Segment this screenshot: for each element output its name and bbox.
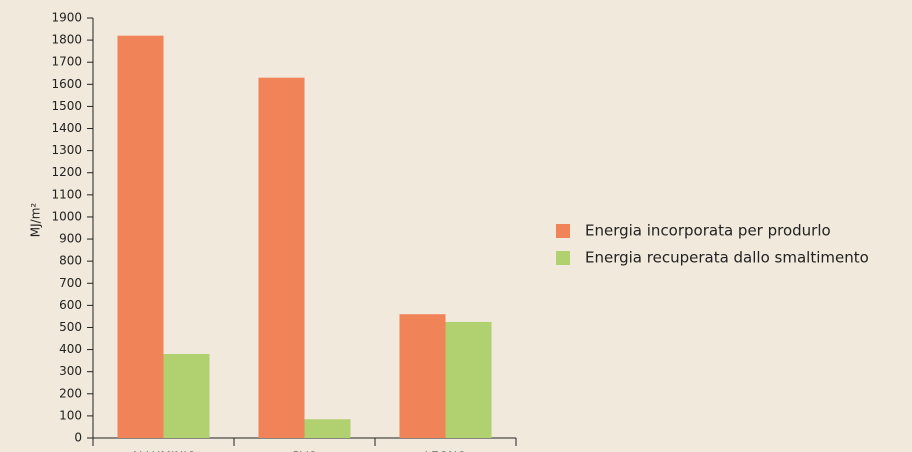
bar (117, 35, 164, 439)
y-tick-label: 1400 (51, 121, 82, 135)
x-tick-label: ALLUMINIO (131, 450, 197, 452)
legend-label: Energia recuperata dallo smaltimento (585, 249, 869, 267)
y-tick-label: 1200 (51, 165, 82, 179)
y-tick-label: 400 (59, 342, 82, 356)
bar (258, 77, 305, 439)
y-tick-label: 900 (59, 232, 82, 246)
y-tick-label: 1500 (51, 99, 82, 113)
bar (445, 321, 492, 438)
y-tick-label: 100 (59, 408, 82, 422)
y-tick-label: 300 (59, 364, 82, 378)
y-tick-label: 600 (59, 298, 82, 312)
y-tick-label: 0 (74, 431, 82, 445)
y-tick-label: 700 (59, 276, 82, 290)
y-tick-label: 500 (59, 320, 82, 334)
y-tick-label: 200 (59, 386, 82, 400)
bar (163, 354, 210, 438)
legend-swatch (556, 224, 570, 238)
y-axis-label: MJ/m² (29, 203, 43, 238)
bar (304, 419, 351, 438)
legend-label: Energia incorporata per produrlo (585, 222, 831, 240)
y-tick-label: 1000 (51, 209, 82, 223)
y-tick-label: 1800 (51, 33, 82, 47)
y-tick-label: 1100 (51, 187, 82, 201)
y-tick-label: 1700 (51, 55, 82, 69)
y-tick-label: 1900 (51, 11, 82, 25)
y-tick-label: 800 (59, 254, 82, 268)
legend-swatch (556, 251, 570, 265)
x-tick-label: PVC (293, 450, 317, 452)
y-tick-label: 1600 (51, 77, 82, 91)
x-tick-label: LEGNO (425, 450, 467, 452)
y-tick-label: 1300 (51, 143, 82, 157)
bar (399, 314, 446, 438)
